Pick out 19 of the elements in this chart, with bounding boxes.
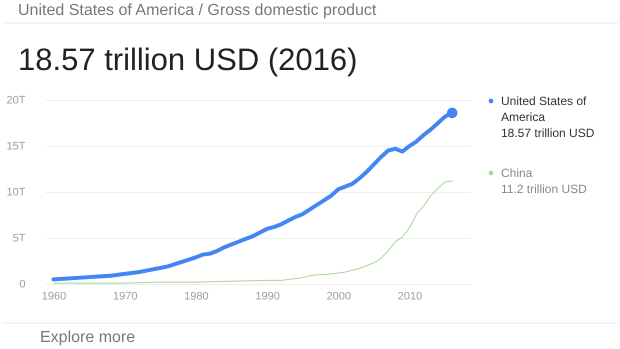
x-tick-label: 2000: [326, 290, 352, 302]
text: 18.57 trillion USD: [501, 126, 595, 140]
y-tick-label: 15T: [6, 140, 26, 152]
chart-title: 18.57 trillion USD (2016): [18, 42, 358, 77]
x-tick-label: 1960: [42, 290, 66, 302]
text: Explore more: [40, 329, 136, 346]
y-tick-label: 10T: [6, 186, 26, 198]
x-tick-label: 1980: [184, 290, 209, 302]
legend-label: China: [501, 166, 533, 180]
y-tick-label: 20T: [6, 94, 26, 106]
x-tick-label: 1970: [112, 290, 138, 302]
legend-label: United States of America: [501, 94, 588, 124]
text: 11.2 trillion USD: [501, 182, 588, 196]
x-tick-label: 1990: [255, 290, 280, 302]
y-tick-label: 5T: [12, 232, 26, 244]
y-tick-label: 0: [19, 278, 26, 290]
x-tick-label: 2010: [398, 290, 422, 302]
line-series: [53, 180, 453, 284]
text: United States of America / Gross domestic product: [18, 2, 377, 19]
